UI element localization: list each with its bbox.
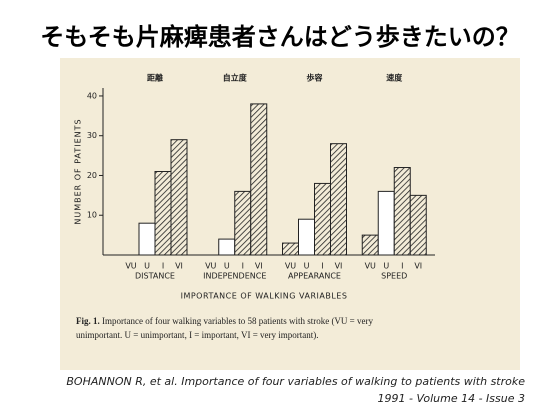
bar — [298, 218, 315, 256]
bar — [250, 103, 268, 256]
series-label: VI — [255, 262, 263, 271]
caption-text: unimportant. U = unimportant, I = import… — [76, 330, 319, 340]
series-label: I — [401, 262, 403, 271]
bar — [314, 182, 331, 256]
bar — [330, 143, 347, 256]
bar — [170, 139, 188, 256]
series-label: U — [144, 262, 150, 271]
series-label: VI — [414, 262, 422, 271]
group-annotation: 距離 — [147, 73, 163, 83]
y-tick-label: 30 — [87, 131, 97, 140]
x-tick-label: INDEPENDENCE — [203, 272, 266, 281]
group-annotation: 速度 — [386, 73, 403, 83]
series-label: U — [304, 262, 310, 271]
citation: BOHANNON R, et al. Importance of four va… — [66, 375, 525, 388]
chart: 10 20 30 40 NUMBER OF PATIENTS IMPORTANCE OF … — [74, 73, 435, 301]
caption: Fig. 1. Importance of four walking varia… — [76, 316, 374, 326]
figure-background — [60, 58, 520, 370]
caption-text: Importance of four walking variables to … — [102, 316, 374, 326]
series-label: VU — [365, 262, 376, 271]
x-tick-label: SPEED — [381, 272, 407, 281]
bar — [393, 167, 411, 256]
y-axis-label: NUMBER OF PATIENTS — [74, 118, 83, 224]
series-label: VU — [205, 262, 216, 271]
bar — [377, 190, 395, 256]
series-label: VI — [175, 262, 183, 271]
series-label: I — [321, 262, 323, 271]
caption-label: Fig. 1. — [76, 316, 100, 326]
bar — [282, 242, 299, 256]
series-label: U — [224, 262, 230, 271]
bar — [154, 171, 172, 256]
series-label: I — [242, 262, 244, 271]
y-tick-label: 40 — [87, 91, 97, 100]
y-tick-label: 20 — [87, 171, 97, 180]
slide-title: そもそも片麻痺患者さんはどう歩きたいの？ — [40, 23, 520, 51]
series-label: VU — [125, 262, 136, 271]
x-tick-label: DISTANCE — [135, 272, 175, 281]
series-label: VU — [285, 262, 296, 271]
bar — [138, 222, 156, 256]
bar — [218, 238, 236, 256]
series-label: I — [162, 262, 164, 271]
series-label: VI — [335, 262, 343, 271]
bar — [361, 234, 379, 256]
group-annotation: 自立度 — [223, 73, 248, 83]
x-axis-label: IMPORTANCE OF WALKING VARIABLES — [181, 292, 348, 301]
bar — [234, 190, 252, 256]
x-tick-label: APPEARANCE — [288, 272, 341, 281]
bar — [409, 194, 427, 256]
group-annotation: 歩容 — [307, 73, 323, 83]
y-tick-label: 10 — [87, 211, 97, 220]
citation: 1991 - Volume 14 - Issue 3 — [378, 392, 525, 405]
series-label: U — [383, 262, 389, 271]
